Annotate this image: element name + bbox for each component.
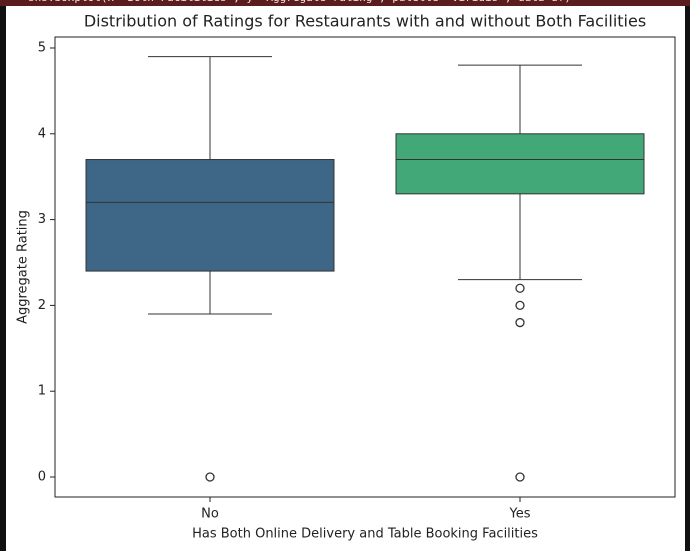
outlier (515, 472, 525, 482)
x-tick-label: Yes (509, 507, 531, 522)
y-tick-label: 0 (38, 470, 46, 485)
code-text: sns.boxplot(x='Both Facilities', y='Aggr… (28, 0, 571, 4)
chart-title: Distribution of Ratings for Restaurants … (84, 12, 646, 31)
y-tick-label: 4 (38, 126, 46, 141)
plot-frame (54, 36, 676, 498)
outlier (515, 300, 525, 311)
box (85, 159, 335, 272)
x-tick-label: No (201, 507, 219, 522)
y-tick-label: 2 (38, 298, 46, 313)
outlier (515, 317, 525, 328)
outlier (205, 472, 215, 482)
y-axis-label: Aggregate Rating (16, 210, 31, 324)
box (395, 133, 645, 195)
x-axis-label: Has Both Online Delivery and Table Booki… (192, 527, 538, 542)
left-border (0, 6, 6, 551)
y-tick-label: 5 (38, 40, 46, 55)
y-tick-label: 1 (38, 384, 46, 399)
right-border (685, 6, 690, 551)
outlier (515, 283, 525, 293)
y-tick-label: 3 (38, 212, 46, 227)
code-strip (0, 0, 690, 6)
